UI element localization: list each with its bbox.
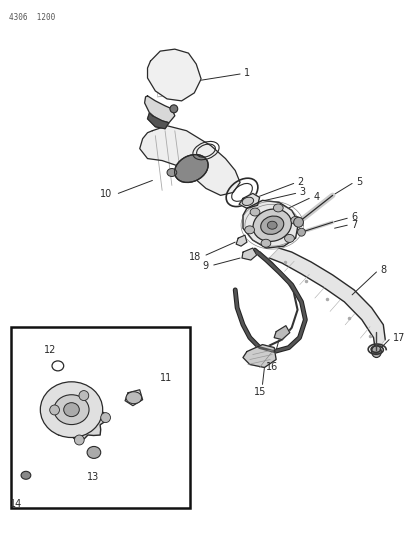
Polygon shape xyxy=(239,193,259,208)
Text: 4306  1200: 4306 1200 xyxy=(9,13,55,22)
Ellipse shape xyxy=(245,226,255,234)
Ellipse shape xyxy=(261,216,284,235)
Polygon shape xyxy=(243,200,299,248)
Ellipse shape xyxy=(167,168,177,176)
Polygon shape xyxy=(269,248,385,352)
Text: 12: 12 xyxy=(44,345,57,355)
Text: 14: 14 xyxy=(10,499,22,508)
Ellipse shape xyxy=(175,155,208,182)
Polygon shape xyxy=(242,248,257,260)
Ellipse shape xyxy=(101,413,111,423)
Text: 18: 18 xyxy=(189,252,201,262)
Ellipse shape xyxy=(40,382,103,438)
Text: 4: 4 xyxy=(313,192,319,203)
Text: 6: 6 xyxy=(351,212,357,222)
Ellipse shape xyxy=(79,391,89,400)
Ellipse shape xyxy=(64,403,79,417)
Text: 15: 15 xyxy=(254,387,267,398)
Text: 5: 5 xyxy=(356,177,362,188)
Ellipse shape xyxy=(273,204,283,212)
Text: 16: 16 xyxy=(266,361,278,372)
Ellipse shape xyxy=(87,447,101,458)
Ellipse shape xyxy=(54,395,89,425)
Ellipse shape xyxy=(372,345,381,358)
Ellipse shape xyxy=(285,235,294,243)
Text: 2: 2 xyxy=(297,177,304,188)
Polygon shape xyxy=(148,113,169,129)
Ellipse shape xyxy=(50,405,60,415)
Bar xyxy=(11,327,190,508)
Ellipse shape xyxy=(297,228,305,236)
Ellipse shape xyxy=(126,392,142,403)
Text: 9: 9 xyxy=(203,261,209,271)
Ellipse shape xyxy=(267,221,277,229)
Text: 11: 11 xyxy=(160,373,173,383)
Polygon shape xyxy=(274,326,290,340)
Ellipse shape xyxy=(170,105,178,113)
Polygon shape xyxy=(144,96,175,123)
Polygon shape xyxy=(140,126,240,196)
Ellipse shape xyxy=(253,209,291,241)
Polygon shape xyxy=(125,390,143,406)
Polygon shape xyxy=(243,345,276,367)
Polygon shape xyxy=(236,235,247,246)
Ellipse shape xyxy=(250,208,260,216)
Polygon shape xyxy=(148,49,201,101)
Ellipse shape xyxy=(74,435,84,445)
Ellipse shape xyxy=(294,217,304,227)
Text: 1: 1 xyxy=(244,68,250,78)
Text: 17: 17 xyxy=(393,333,406,343)
Ellipse shape xyxy=(291,216,301,224)
Ellipse shape xyxy=(21,471,31,479)
Text: 3: 3 xyxy=(299,188,306,197)
Text: 10: 10 xyxy=(100,189,113,199)
Ellipse shape xyxy=(242,197,254,206)
Text: 13: 13 xyxy=(87,472,99,482)
Polygon shape xyxy=(50,393,109,442)
Ellipse shape xyxy=(261,239,271,247)
Text: 7: 7 xyxy=(351,220,357,230)
Text: 8: 8 xyxy=(380,265,386,275)
